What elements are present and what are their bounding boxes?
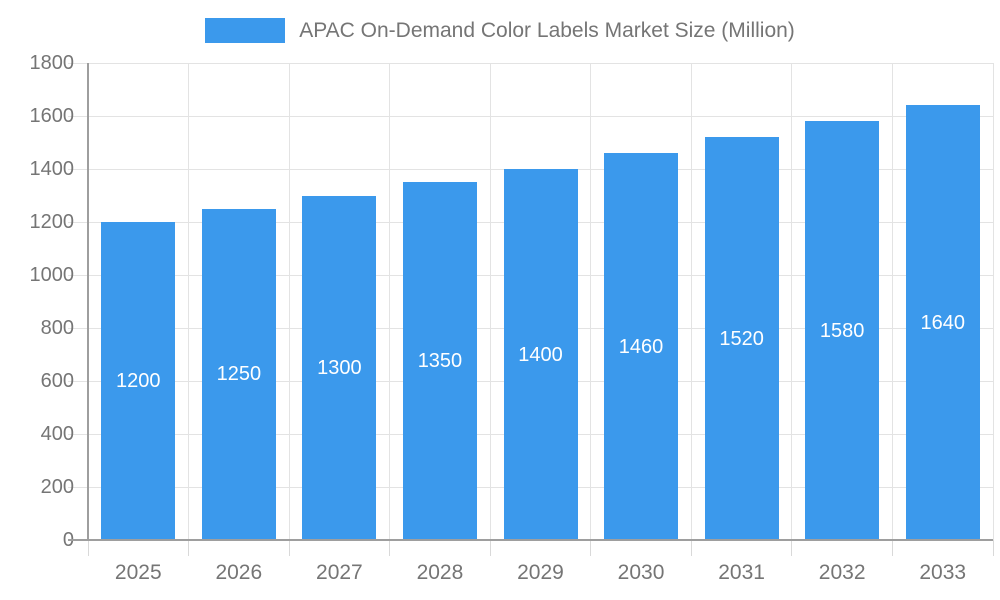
x-axis-tick (791, 540, 793, 556)
bar (101, 222, 176, 540)
bar-value-label: 1580 (819, 319, 865, 342)
y-axis-tick (68, 486, 88, 488)
x-axis-label: 2027 (316, 561, 363, 584)
x-axis-label: 2031 (718, 561, 765, 584)
gridline-x (590, 63, 592, 540)
y-axis-tick (68, 168, 88, 170)
bar (805, 121, 880, 540)
y-axis-label: 1200 (29, 211, 75, 233)
y-axis-tick (68, 380, 88, 382)
bar (503, 169, 578, 540)
gridline-x (389, 63, 391, 540)
x-axis-label: 2032 (818, 561, 866, 584)
gridline-x (690, 63, 692, 540)
x-axis-label: 2028 (416, 561, 464, 584)
x-axis-line (68, 539, 993, 541)
bar (905, 105, 980, 540)
y-axis-label: 1800 (29, 52, 75, 74)
bar-value-label: 1200 (116, 370, 161, 392)
x-axis-label: 2029 (517, 561, 564, 584)
y-axis-label: 200 (40, 476, 74, 498)
y-axis-tick (68, 433, 88, 435)
gridline-x (489, 63, 491, 540)
gridline-y (88, 62, 993, 64)
x-axis-tick (188, 540, 190, 556)
bar (604, 153, 679, 540)
y-axis-label: 400 (40, 423, 74, 445)
y-axis-line (87, 63, 89, 540)
gridline-x (188, 63, 190, 540)
bar (201, 208, 276, 540)
x-axis-label: 2025 (114, 561, 162, 584)
gridline-x (288, 63, 290, 540)
gridline-x (891, 63, 893, 540)
bar-value-label: 1640 (920, 311, 965, 334)
bar-value-label: 1300 (317, 356, 362, 379)
legend: APAC On-Demand Color Labels Market Size … (0, 18, 1000, 43)
bar-value-label: 1460 (618, 335, 664, 358)
x-axis-label: 2030 (617, 561, 665, 584)
bar-value-label: 1520 (719, 327, 764, 350)
y-axis-label: 1000 (29, 264, 75, 286)
bar (302, 195, 377, 540)
legend-label: APAC On-Demand Color Labels Market Size … (299, 18, 795, 42)
x-axis-tick (87, 540, 89, 556)
bar (704, 137, 779, 540)
x-axis-tick (690, 540, 692, 556)
x-axis-label: 2033 (919, 561, 967, 584)
gridline-y (88, 115, 993, 117)
x-axis-tick (992, 540, 994, 556)
bar (402, 182, 477, 540)
y-axis-label: 1400 (29, 158, 75, 180)
x-axis-label: 2026 (215, 561, 263, 584)
y-axis-tick (68, 327, 88, 329)
y-axis-tick (68, 115, 88, 117)
gridline-x (791, 63, 793, 540)
y-axis-label: 1600 (29, 105, 75, 127)
bar-value-label: 1350 (417, 350, 463, 373)
x-axis-tick (891, 540, 893, 556)
x-axis-tick (590, 540, 592, 556)
bar-value-label: 1250 (216, 363, 262, 386)
x-axis-tick (489, 540, 491, 556)
legend-swatch (205, 18, 286, 43)
y-axis-tick (68, 274, 88, 276)
y-axis-label: 0 (0, 528, 74, 552)
y-axis-tick (68, 62, 88, 64)
x-axis-tick (389, 540, 391, 556)
y-axis-tick (68, 221, 88, 223)
gridline-x (992, 63, 994, 540)
y-axis-label: 800 (40, 317, 74, 339)
x-axis-tick (288, 540, 290, 556)
bar-value-label: 1400 (518, 343, 563, 366)
y-axis-label: 600 (40, 370, 74, 392)
